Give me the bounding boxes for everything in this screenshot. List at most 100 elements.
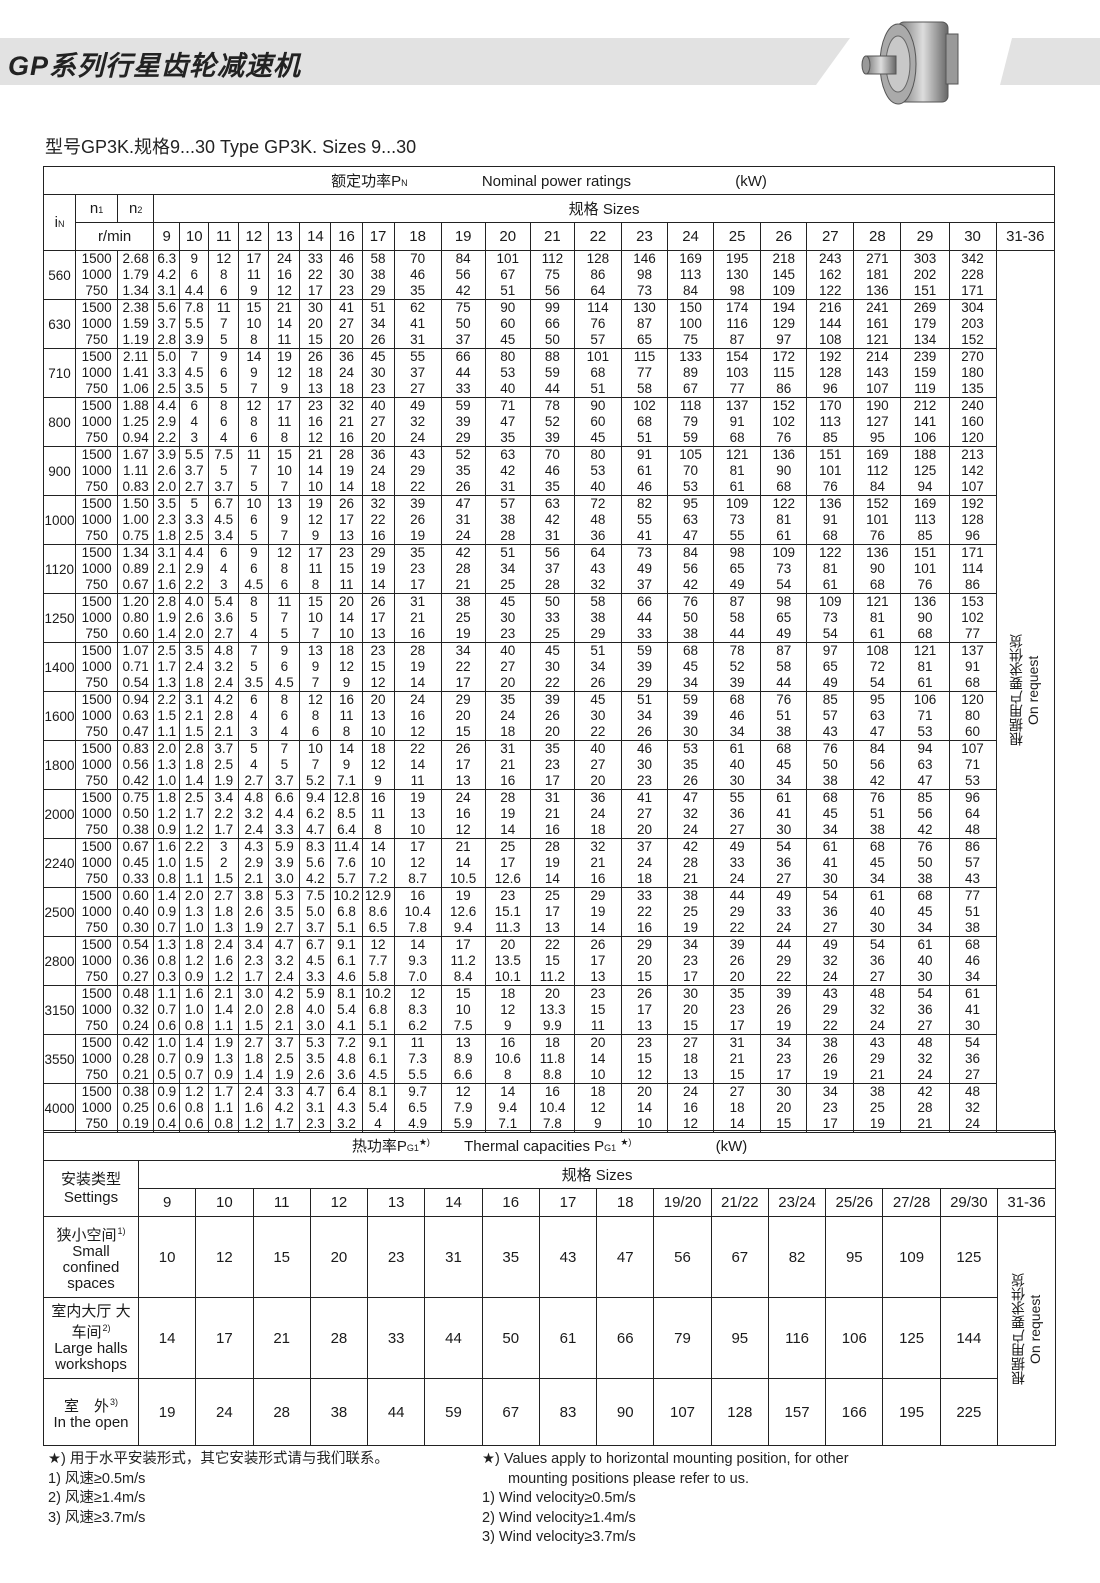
power-value: 11 bbox=[308, 561, 323, 576]
power-value: 30 bbox=[869, 920, 885, 935]
setting-label-en: In the open bbox=[53, 1413, 129, 1431]
ratio-iN: 3150 bbox=[42, 985, 77, 1035]
power-value: 9 bbox=[594, 1116, 602, 1131]
power-value: 42 bbox=[683, 577, 699, 592]
power-cell: 14 10 7.2 bbox=[361, 838, 395, 888]
power-value: 57 bbox=[500, 496, 516, 512]
power-cell: 68 45 34 bbox=[760, 740, 808, 790]
power-value: 11.8 bbox=[539, 1051, 565, 1066]
thermal-value: 44 bbox=[424, 1297, 483, 1379]
n1-value: 1500 bbox=[81, 692, 112, 708]
n1-value: 750 bbox=[85, 871, 108, 886]
power-value: 101 bbox=[866, 512, 889, 527]
power-value: 12 bbox=[370, 937, 386, 953]
thermal-value: 59 bbox=[424, 1378, 483, 1446]
power-cell: 48 32 24 bbox=[853, 985, 902, 1035]
power-value: 5.1 bbox=[337, 920, 356, 935]
n1-value: 1500 bbox=[81, 1035, 112, 1051]
power-cell: 34 23 17 bbox=[667, 936, 715, 986]
power-cell: 54 36 27 bbox=[948, 1034, 997, 1084]
power-value: 23 bbox=[338, 283, 354, 298]
on-request-cell: 根据用户要求供货 On request bbox=[995, 250, 1056, 1133]
power-value: 40 bbox=[869, 904, 885, 919]
power-value: 10.4 bbox=[404, 904, 431, 919]
power-value: 5 bbox=[250, 741, 258, 757]
power-value: 39 bbox=[683, 708, 699, 723]
power-cell: 2.8 1.8 1.4 bbox=[179, 740, 210, 790]
power-cell: 41 27 20 bbox=[330, 299, 363, 349]
power-value: 6 bbox=[250, 692, 258, 708]
power-value: 0.8 bbox=[214, 1116, 234, 1131]
on-request-cn: 根据用户要求供货 bbox=[1009, 1273, 1026, 1385]
power-cell: 24 16 12 bbox=[440, 789, 486, 839]
power-value: 51 bbox=[590, 381, 606, 396]
power-value: 192 bbox=[819, 349, 842, 365]
power-value: 45 bbox=[822, 806, 838, 821]
power-value: 3.3 bbox=[157, 365, 177, 380]
n1-value: 750 bbox=[85, 969, 108, 984]
ratio-group-row: 2800 1500 1000 750 0.54 0.36 0.27 1.3 0.8 0.3 1.8 1… bbox=[42, 936, 1055, 986]
power-value: 24 bbox=[276, 251, 292, 267]
power-value: 24 bbox=[822, 969, 838, 984]
thermal-on-request-cell: 根据用户要求供货 On request bbox=[996, 1216, 1057, 1446]
power-value: 13 bbox=[590, 969, 606, 984]
power-value: 24 bbox=[500, 708, 516, 723]
power-value: 95 bbox=[869, 692, 885, 708]
power-value: 36 bbox=[370, 447, 386, 463]
power-value: 11 bbox=[277, 332, 292, 347]
power-value: 1.6 bbox=[244, 1100, 264, 1115]
power-value: 42 bbox=[683, 839, 699, 855]
power-cell: 6.7 4.5 3.3 bbox=[299, 936, 332, 986]
power-cell: 120 80 60 bbox=[948, 691, 997, 741]
power-value: 121 bbox=[866, 594, 889, 610]
power-cell: 8.1 5.4 4.1 bbox=[330, 985, 363, 1035]
power-value: 39 bbox=[729, 675, 745, 690]
thermal-value: 157 bbox=[767, 1378, 827, 1446]
power-value: 0.6 bbox=[184, 1116, 204, 1131]
power-value: 32 bbox=[338, 398, 354, 414]
power-value: 112 bbox=[541, 251, 564, 267]
power-value: 55 bbox=[410, 349, 426, 365]
power-cell: 36 24 18 bbox=[361, 446, 395, 496]
power-value: 8.3 bbox=[306, 839, 325, 855]
power-value: 116 bbox=[726, 316, 748, 331]
power-value: 42 bbox=[869, 773, 885, 788]
n1-cell: 1500 1000 750 bbox=[75, 250, 119, 300]
power-value: 12 bbox=[276, 283, 292, 298]
power-cell: 8.3 5.6 4.2 bbox=[299, 838, 332, 888]
power-value: 4 bbox=[250, 708, 258, 723]
power-cell: 9 6 4.5 bbox=[238, 544, 270, 594]
power-value: 4.4 bbox=[184, 283, 204, 298]
power-value: 43 bbox=[822, 724, 838, 739]
power-value: 25 bbox=[455, 610, 471, 625]
power-value: 30 bbox=[729, 773, 745, 788]
power-value: 2.3 bbox=[244, 953, 264, 968]
power-cell: 71 47 35 bbox=[484, 397, 531, 447]
power-value: 11.2 bbox=[450, 953, 476, 968]
size-header: 26 bbox=[760, 222, 808, 251]
power-value: 134 bbox=[913, 332, 937, 347]
n1-value: 750 bbox=[85, 1018, 108, 1033]
power-value: 91 bbox=[822, 512, 838, 527]
power-value: 32 bbox=[370, 496, 386, 512]
power-cell: 70 46 35 bbox=[529, 446, 575, 496]
power-value: 6 bbox=[220, 365, 228, 380]
power-value: 75 bbox=[683, 332, 699, 347]
power-value: 23 bbox=[729, 1002, 745, 1017]
power-value: 271 bbox=[866, 251, 889, 267]
power-value: 41 bbox=[636, 528, 652, 543]
ratio-group-row: 2500 1500 1000 750 0.60 0.40 0.30 1.4 0.9 0.7 2.0 1… bbox=[42, 887, 1055, 937]
power-value: 202 bbox=[913, 267, 937, 282]
power-value: 1.2 bbox=[244, 1116, 264, 1131]
power-cell: 7 5 3.7 bbox=[268, 740, 301, 790]
power-value: 19 bbox=[455, 626, 471, 641]
power-value: 9 bbox=[280, 512, 289, 527]
power-cell: 98 65 49 bbox=[760, 593, 808, 643]
n1-value: 1000 bbox=[81, 512, 112, 527]
power-value: 107 bbox=[866, 381, 889, 396]
power-cell: 1.7 1.1 0.8 bbox=[208, 1083, 240, 1133]
power-value: 27 bbox=[776, 871, 792, 886]
n2-value: 1.67 bbox=[122, 447, 149, 463]
power-value: 9 bbox=[342, 757, 351, 772]
power-value: 94 bbox=[917, 479, 933, 494]
